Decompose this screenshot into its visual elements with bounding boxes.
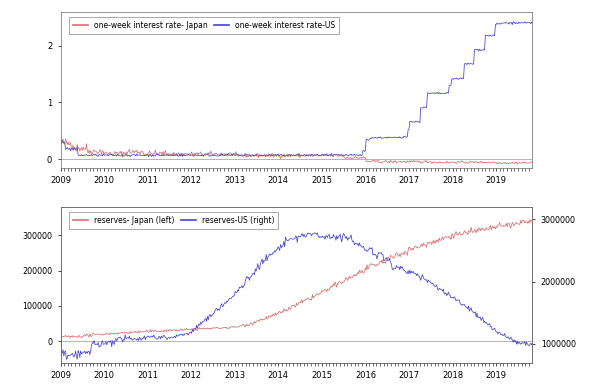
Legend: reserves- Japan (left), reserves-US (right): reserves- Japan (left), reserves-US (rig… [69,212,278,229]
Legend: one-week interest rate- Japan, one-week interest rate-US: one-week interest rate- Japan, one-week … [69,17,339,34]
